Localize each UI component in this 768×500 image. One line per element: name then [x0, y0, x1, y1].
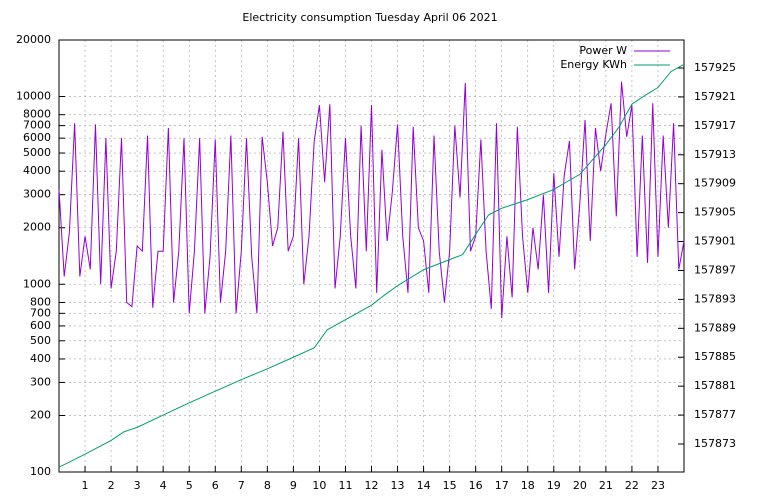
x-tick-label: 5	[186, 479, 193, 492]
y-tick-label: 500	[30, 334, 51, 347]
x-tick-label: 6	[212, 479, 219, 492]
y-tick-label: 100	[30, 465, 51, 478]
x-tick-label: 16	[469, 479, 483, 492]
x-tick-label: 4	[160, 479, 167, 492]
y2-tick-label: 157913	[694, 148, 736, 161]
chart-title: Electricity consumption Tuesday April 06…	[242, 11, 497, 24]
y2-tick-label: 157905	[694, 206, 736, 219]
y-tick-label: 200	[30, 408, 51, 421]
y-tick-label: 10000	[16, 90, 51, 103]
y-tick-label: 5000	[23, 146, 51, 159]
y-tick-label: 3000	[23, 188, 51, 201]
x-tick-label: 13	[391, 479, 405, 492]
legend-label: Energy KWh	[560, 58, 627, 71]
y-tick-label: 2000	[23, 221, 51, 234]
x-tick-label: 7	[238, 479, 245, 492]
y-tick-label: 1000	[23, 277, 51, 290]
y-tick-label: 300	[30, 375, 51, 388]
legend-label: Power W	[579, 44, 627, 57]
y2-tick-label: 157917	[694, 119, 736, 132]
x-tick-label: 9	[290, 479, 297, 492]
series-line	[58, 81, 685, 319]
y-tick-label: 6000	[23, 131, 51, 144]
x-tick-label: 15	[443, 479, 457, 492]
series-line	[58, 63, 685, 468]
y2-tick-label: 157909	[694, 177, 736, 190]
plot-border	[58, 39, 685, 473]
x-tick-label: 22	[625, 479, 639, 492]
x-tick-label: 21	[599, 479, 613, 492]
x-tick-label: 17	[495, 479, 509, 492]
y2-tick-label: 157885	[694, 350, 736, 363]
y2-tick-label: 157873	[694, 437, 736, 450]
y-tick-label: 8000	[23, 108, 51, 121]
y-tick-label: 600	[30, 319, 51, 332]
y2-tick-label: 157893	[694, 292, 736, 305]
y2-tick-label: 157901	[694, 235, 736, 248]
y2-tick-label: 157889	[694, 321, 736, 334]
x-tick-label: 12	[365, 479, 379, 492]
y-tick-label: 7000	[23, 119, 51, 132]
x-tick-label: 23	[651, 479, 665, 492]
x-tick-label: 3	[134, 479, 141, 492]
x-tick-label: 18	[521, 479, 535, 492]
x-tick-label: 1	[82, 479, 89, 492]
y2-tick-label: 157877	[694, 408, 736, 421]
y-tick-label: 800	[30, 295, 51, 308]
y-tick-label: 4000	[23, 164, 51, 177]
y2-tick-label: 157897	[694, 263, 736, 276]
x-tick-label: 10	[312, 479, 326, 492]
x-tick-label: 8	[264, 479, 271, 492]
x-tick-label: 11	[338, 479, 352, 492]
x-tick-label: 20	[573, 479, 587, 492]
y2-tick-label: 157925	[694, 61, 736, 74]
y-tick-label: 700	[30, 306, 51, 319]
y2-tick-label: 157881	[694, 379, 736, 392]
y-tick-label: 400	[30, 352, 51, 365]
y2-tick-label: 157921	[694, 90, 736, 103]
x-tick-label: 2	[108, 479, 115, 492]
y-tick-label: 20000	[16, 33, 51, 46]
x-tick-label: 19	[547, 479, 561, 492]
x-tick-label: 14	[417, 479, 431, 492]
